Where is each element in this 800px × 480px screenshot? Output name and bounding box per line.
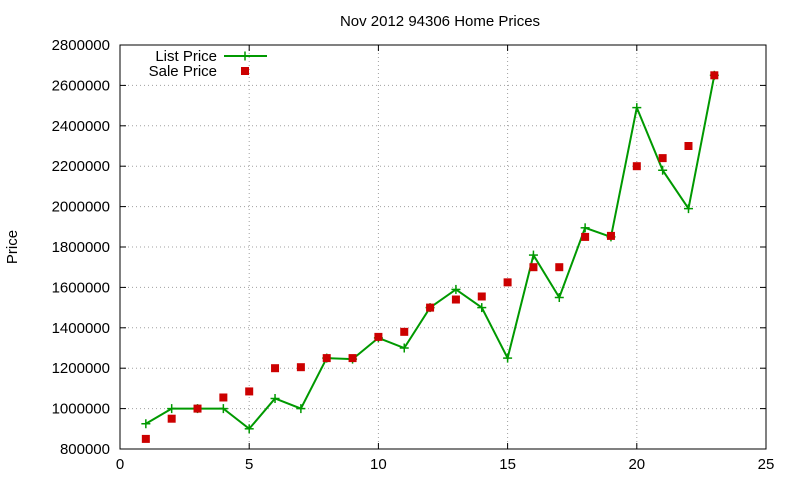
- axis-ticks: [119, 44, 767, 450]
- list-price-point: [658, 165, 668, 175]
- sale-price-point: [426, 303, 435, 312]
- sale-price-point: [555, 263, 564, 272]
- y-tick-label: 2400000: [52, 118, 110, 135]
- sale-price-point: [400, 327, 409, 336]
- y-tick-labels: 800000 1000000 1200000 1400000 1600000 180000…: [52, 37, 110, 458]
- y-tick-label: 2800000: [52, 37, 110, 54]
- sale-price-point: [219, 393, 228, 402]
- sale-price-point: [658, 154, 667, 163]
- sale-price-point: [632, 162, 641, 171]
- x-tick-labels: 0 5 10 15 20 25: [116, 456, 775, 473]
- list-price-point: [218, 404, 228, 414]
- list-price-point: [141, 419, 151, 429]
- chart-title: Nov 2012 94306 Home Prices: [340, 13, 540, 30]
- sale-price-point: [529, 263, 538, 272]
- legend: List Price Sale Price: [149, 48, 267, 80]
- y-tick-label: 2600000: [52, 77, 110, 94]
- list-price-line: [145, 75, 716, 431]
- sale-price-point: [503, 278, 512, 287]
- x-tick-label: 25: [758, 456, 775, 473]
- sale-price-point: [141, 434, 150, 443]
- x-tick-label: 0: [116, 456, 124, 473]
- list-price-point: [554, 293, 564, 302]
- y-tick-label: 1800000: [52, 239, 110, 256]
- y-tick-label: 1200000: [52, 360, 110, 377]
- list-price-point: [528, 250, 538, 260]
- sale-price-point: [245, 387, 254, 396]
- sale-price-point: [271, 364, 280, 373]
- sale-price-point: [193, 404, 202, 413]
- sale-price-point: [322, 354, 331, 363]
- sale-price-point: [606, 231, 615, 240]
- list-price-point: [244, 424, 254, 434]
- sale-price-point: [348, 354, 357, 363]
- list-price-point: [296, 404, 306, 414]
- list-price-point: [167, 404, 177, 414]
- y-tick-label: 1400000: [52, 320, 110, 337]
- list-price-point: [477, 303, 487, 313]
- grid-lines: [120, 45, 766, 449]
- list-price-point: [503, 353, 513, 363]
- sale-price-point: [296, 363, 305, 372]
- legend-sample-list-price-marker: [240, 51, 250, 61]
- y-tick-label: 2000000: [52, 199, 110, 216]
- sale-price-point: [167, 414, 176, 423]
- y-tick-label: 1600000: [52, 279, 110, 296]
- legend-sample-sale-price-marker: [241, 67, 249, 75]
- sale-price-point: [684, 142, 693, 150]
- sale-price-point: [581, 232, 590, 241]
- sale-price-point: [710, 71, 719, 80]
- list-price-point: [399, 343, 409, 353]
- list-price-point: [270, 394, 280, 403]
- y-tick-label: 1000000: [52, 401, 110, 418]
- list-price-point: [451, 284, 461, 294]
- y-axis-label: Price: [4, 230, 21, 264]
- legend-label-list-price: List Price: [155, 48, 217, 65]
- x-tick-label: 5: [245, 456, 253, 473]
- x-tick-label: 20: [628, 456, 645, 473]
- sale-price-point: [451, 295, 460, 304]
- list-price-point: [580, 223, 590, 233]
- list-price-point: [632, 103, 642, 113]
- sale-price-point: [374, 332, 383, 341]
- series: [141, 70, 719, 443]
- x-tick-label: 15: [499, 456, 516, 473]
- y-tick-label: 2200000: [52, 158, 110, 175]
- list-price-point: [683, 204, 693, 214]
- y-tick-label: 800000: [60, 441, 110, 458]
- x-tick-label: 10: [370, 456, 387, 473]
- sale-price-point: [477, 292, 486, 301]
- legend-label-sale-price: Sale Price: [149, 63, 217, 80]
